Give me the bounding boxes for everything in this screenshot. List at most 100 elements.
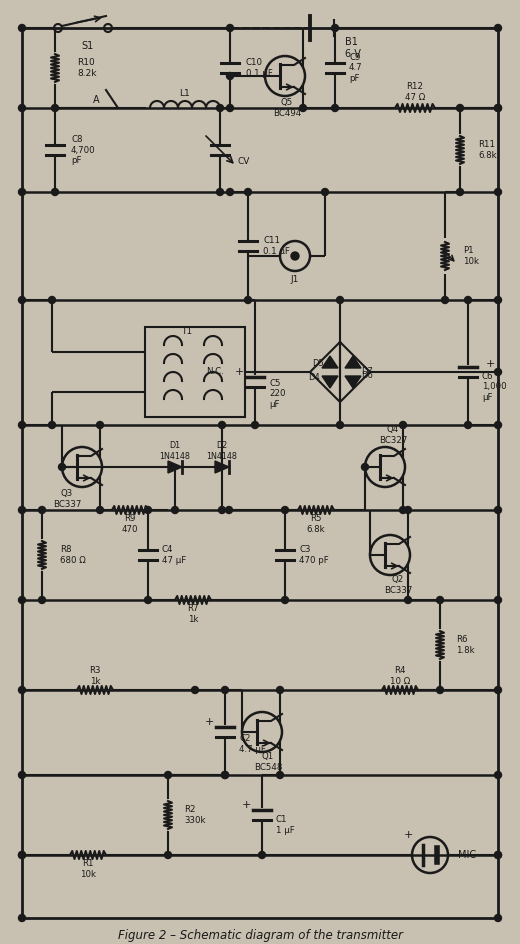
Text: L1: L1 (179, 89, 190, 97)
Circle shape (19, 686, 25, 694)
Circle shape (277, 771, 283, 779)
Circle shape (436, 686, 444, 694)
Polygon shape (322, 356, 338, 368)
Circle shape (227, 189, 233, 195)
Circle shape (495, 296, 501, 304)
Text: D5: D5 (312, 360, 324, 368)
Circle shape (19, 507, 25, 514)
Text: D4: D4 (308, 374, 320, 382)
Circle shape (19, 296, 25, 304)
Circle shape (495, 422, 501, 429)
Text: R1
10k: R1 10k (80, 859, 96, 879)
Circle shape (291, 252, 299, 260)
Circle shape (19, 189, 25, 195)
Text: Q1
BC548: Q1 BC548 (254, 752, 282, 771)
Circle shape (281, 507, 289, 514)
Circle shape (51, 189, 58, 195)
Text: C11
0.1 μF: C11 0.1 μF (263, 236, 290, 256)
Text: C3
470 pF: C3 470 pF (299, 546, 329, 565)
Circle shape (252, 422, 258, 429)
Circle shape (164, 851, 172, 858)
Circle shape (51, 105, 58, 111)
Circle shape (19, 105, 25, 111)
Circle shape (441, 296, 448, 304)
Circle shape (495, 507, 501, 514)
Circle shape (300, 105, 306, 111)
Circle shape (495, 25, 501, 31)
Bar (145, 327, 245, 417)
Text: C6
1,000
μF: C6 1,000 μF (482, 372, 506, 402)
Circle shape (495, 597, 501, 603)
Text: R5
6.8k: R5 6.8k (307, 514, 326, 533)
Text: Q2
BC337: Q2 BC337 (384, 575, 412, 595)
Circle shape (226, 507, 232, 514)
Circle shape (399, 422, 407, 429)
Circle shape (191, 686, 199, 694)
Circle shape (227, 25, 233, 31)
Polygon shape (322, 376, 338, 388)
Circle shape (457, 105, 463, 111)
Text: C4
47 μF: C4 47 μF (162, 546, 186, 565)
Circle shape (321, 189, 329, 195)
Circle shape (277, 686, 283, 694)
Text: J1: J1 (291, 276, 299, 284)
Circle shape (19, 771, 25, 779)
Circle shape (495, 851, 501, 858)
Text: C9
4.7
pF: C9 4.7 pF (349, 53, 362, 83)
Circle shape (227, 73, 233, 79)
Circle shape (19, 851, 25, 858)
Circle shape (227, 105, 233, 111)
Circle shape (38, 597, 46, 603)
Circle shape (405, 597, 411, 603)
Text: C10
0.1 μF: C10 0.1 μF (246, 59, 273, 77)
Text: Q5
BC494: Q5 BC494 (273, 98, 301, 118)
Text: +: + (235, 367, 244, 377)
Text: D1
1N4148: D1 1N4148 (160, 441, 190, 461)
Circle shape (222, 771, 228, 779)
Text: +: + (204, 717, 214, 727)
Circle shape (332, 105, 339, 111)
Polygon shape (345, 356, 361, 368)
Polygon shape (168, 461, 182, 473)
Circle shape (495, 851, 501, 858)
Circle shape (244, 296, 252, 304)
Circle shape (218, 422, 226, 429)
Text: R4
10 Ω: R4 10 Ω (390, 666, 410, 685)
Circle shape (58, 464, 66, 470)
Circle shape (38, 507, 46, 514)
Circle shape (244, 189, 252, 195)
Text: R3
1k: R3 1k (89, 666, 101, 685)
Text: P1
10k: P1 10k (463, 246, 479, 265)
Text: C8
4,700
pF: C8 4,700 pF (71, 135, 96, 165)
Text: A: A (93, 95, 99, 105)
Circle shape (222, 686, 228, 694)
Text: Q3
BC337: Q3 BC337 (53, 489, 81, 509)
Text: C5
220
μF: C5 220 μF (269, 379, 285, 409)
Text: D2
1N4148: D2 1N4148 (206, 441, 238, 461)
Circle shape (405, 507, 411, 514)
Circle shape (464, 422, 472, 429)
Circle shape (495, 189, 501, 195)
Polygon shape (215, 461, 229, 473)
Circle shape (222, 771, 228, 779)
Circle shape (19, 422, 25, 429)
Text: C1
1 μF: C1 1 μF (276, 816, 295, 834)
Circle shape (495, 368, 501, 376)
Circle shape (495, 105, 501, 111)
Text: +: + (404, 830, 413, 840)
Circle shape (336, 296, 344, 304)
Text: S1: S1 (82, 41, 94, 51)
Circle shape (97, 507, 103, 514)
Text: Q4
BC327: Q4 BC327 (379, 426, 407, 445)
Circle shape (216, 189, 224, 195)
Circle shape (399, 507, 407, 514)
Circle shape (145, 507, 151, 514)
Circle shape (48, 422, 56, 429)
Circle shape (336, 422, 344, 429)
Text: R11
6.8k: R11 6.8k (478, 141, 497, 160)
Circle shape (48, 296, 56, 304)
Circle shape (216, 105, 224, 111)
Circle shape (258, 851, 266, 858)
Text: R6
1.8k: R6 1.8k (456, 635, 475, 655)
Circle shape (332, 25, 339, 31)
